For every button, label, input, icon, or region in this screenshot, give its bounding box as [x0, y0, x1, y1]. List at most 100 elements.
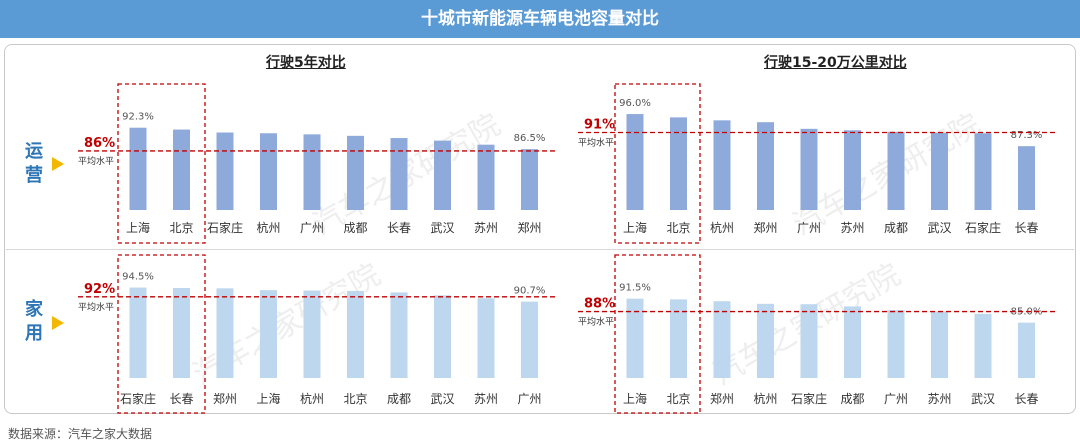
- bar-长春: [1018, 322, 1035, 378]
- category-label: 杭州: [710, 220, 734, 235]
- category-label: 杭州: [256, 220, 280, 235]
- category-label: 杭州: [300, 391, 324, 406]
- bar-郑州: [713, 301, 731, 378]
- bar-成都: [390, 292, 408, 378]
- category-label: 上海: [623, 220, 647, 235]
- bar-上海: [260, 290, 277, 378]
- data-label: 86.5%: [514, 133, 546, 144]
- category-label: 广州: [884, 392, 908, 406]
- category-label: 武汉: [430, 392, 454, 406]
- category-label: 长春: [387, 221, 411, 235]
- bar-杭州: [757, 303, 774, 378]
- category-label: 长春: [1014, 221, 1038, 235]
- data-source: 数据来源：汽车之家大数据: [8, 427, 153, 441]
- bar-苏州: [844, 130, 861, 210]
- category-label: 长春: [1014, 392, 1038, 406]
- bar-杭州: [713, 120, 731, 210]
- data-label: 92.3%: [122, 112, 154, 123]
- bar-石家庄: [800, 304, 818, 378]
- bar-长春: [390, 138, 408, 210]
- average-caption: 平均水平: [578, 316, 614, 328]
- row-label-char: 用: [25, 323, 43, 344]
- bar-石家庄: [974, 133, 992, 210]
- highlight-box: [614, 83, 701, 244]
- category-label: 北京: [666, 221, 690, 235]
- bar-武汉: [434, 140, 451, 210]
- bar-石家庄: [216, 132, 234, 210]
- section-title-mileage: 行驶15-20万公里对比: [764, 55, 907, 71]
- category-label: 杭州: [753, 391, 777, 406]
- category-label: 北京: [666, 392, 690, 406]
- average-caption: 平均水平: [78, 155, 114, 167]
- category-label: 武汉: [430, 221, 454, 235]
- category-label: 郑州: [753, 220, 777, 235]
- data-label: 91.5%: [619, 283, 651, 294]
- bar-郑州: [216, 288, 234, 378]
- average-value: 86%: [84, 136, 115, 151]
- bar-北京: [173, 129, 190, 210]
- section-title-5yr: 行驶5年对比: [266, 55, 346, 71]
- bar-成都: [887, 131, 905, 210]
- bar-北京: [670, 299, 687, 378]
- bar-成都: [347, 135, 364, 210]
- bar-苏州: [931, 311, 948, 378]
- row-label-household: 家 用: [16, 298, 52, 346]
- category-label: 成都: [840, 392, 864, 406]
- bar-武汉: [434, 295, 451, 378]
- average-caption: 平均水平: [578, 137, 614, 149]
- category-label: 石家庄: [120, 391, 156, 406]
- bar-杭州: [260, 133, 277, 210]
- category-label: 苏州: [474, 392, 498, 406]
- bar-郑州: [757, 122, 774, 210]
- category-label: 石家庄: [207, 220, 243, 235]
- page-title: 十城市新能源车辆电池容量对比: [0, 0, 1080, 38]
- highlight-box: [117, 83, 206, 244]
- bar-广州: [800, 128, 818, 210]
- category-label: 北京: [343, 392, 367, 406]
- category-label: 武汉: [927, 221, 951, 235]
- category-label: 郑州: [517, 220, 541, 235]
- bar-苏州: [477, 144, 495, 210]
- category-label: 郑州: [710, 391, 734, 406]
- category-label: 石家庄: [965, 220, 1001, 235]
- category-label: 郑州: [213, 391, 237, 406]
- row-label-char: 家: [25, 299, 43, 320]
- row-label-char: 营: [25, 165, 43, 186]
- bar-上海: [129, 127, 147, 210]
- bar-杭州: [303, 290, 321, 378]
- category-label: 广州: [300, 221, 324, 235]
- category-label: 成都: [387, 392, 411, 406]
- row-label-char: 运: [25, 141, 43, 162]
- row-label-operating: 运 营: [16, 140, 52, 188]
- category-label: 成都: [884, 221, 908, 235]
- category-label: 武汉: [971, 392, 995, 406]
- category-label: 北京: [169, 221, 193, 235]
- highlight-box: [614, 254, 701, 414]
- average-value: 88%: [584, 297, 615, 312]
- category-label: 广州: [517, 392, 541, 406]
- triangle-marker-icon: [52, 316, 64, 330]
- category-label: 上海: [126, 220, 150, 235]
- bar-长春: [1018, 146, 1035, 210]
- bar-上海: [626, 298, 644, 378]
- category-label: 长春: [169, 392, 193, 406]
- category-label: 上海: [623, 391, 647, 406]
- bar-武汉: [931, 132, 948, 210]
- average-caption: 平均水平: [78, 301, 114, 313]
- average-value: 92%: [84, 282, 115, 297]
- row-divider: [6, 249, 1074, 250]
- average-value: 91%: [584, 118, 615, 133]
- category-label: 石家庄: [791, 391, 827, 406]
- bar-成都: [844, 306, 861, 378]
- data-label: 87.3%: [1011, 130, 1043, 141]
- triangle-marker-icon: [52, 157, 64, 171]
- category-label: 上海: [256, 391, 280, 406]
- highlight-box: [117, 254, 206, 414]
- category-label: 苏州: [840, 221, 864, 235]
- bar-上海: [626, 114, 644, 210]
- category-label: 苏州: [474, 221, 498, 235]
- bar-武汉: [974, 313, 992, 378]
- bar-苏州: [477, 298, 495, 378]
- bar-郑州: [521, 149, 538, 210]
